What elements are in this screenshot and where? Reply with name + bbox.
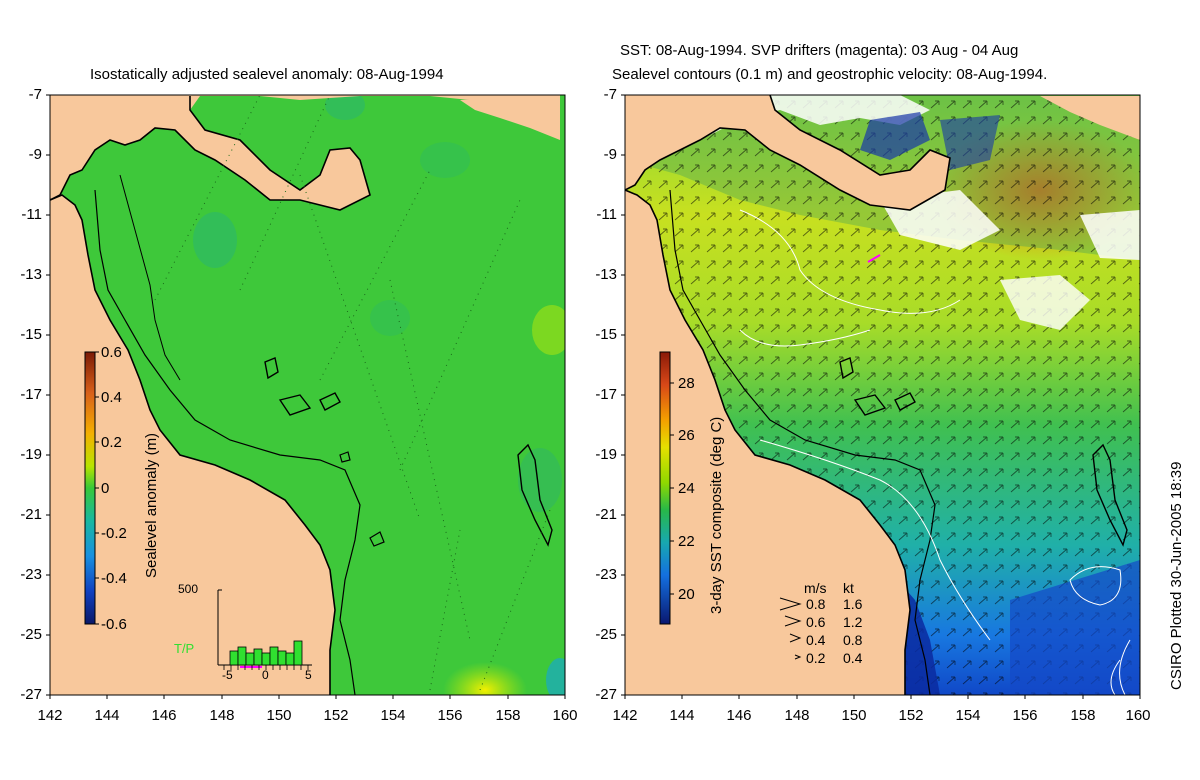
right-ytick: -17: [595, 386, 617, 403]
left-ytick: -13: [20, 266, 42, 283]
left-colorbar-tick: 0.4: [101, 389, 122, 406]
left-ytick: -7: [28, 86, 42, 103]
right-xtick: 160: [1125, 707, 1151, 724]
left-xtick: 154: [380, 707, 406, 724]
left-ytick: -27: [20, 686, 42, 703]
right-ytick: -19: [595, 446, 617, 463]
left-ytick: -21: [20, 506, 42, 523]
left-map: [50, 95, 565, 695]
left-xtick: 152: [323, 707, 349, 724]
left-colorbar-tick: 0.6: [101, 344, 122, 361]
left-xtick: 142: [37, 707, 63, 724]
right-map-title-line1: SST: 08-Aug-1994. SVP drifters (magenta)…: [620, 42, 1019, 59]
left-colorbar-tick: -0.6: [101, 616, 127, 633]
left-xtick: 150: [266, 707, 292, 724]
velocity-legend-ms: 0.4: [806, 632, 826, 648]
left-ytick: -19: [20, 446, 42, 463]
velocity-legend-kt: 0.8: [843, 632, 863, 648]
left-colorbar-tick: -0.2: [101, 525, 127, 542]
right-ytick: -7: [603, 86, 617, 103]
right-ytick: -15: [595, 326, 617, 343]
right-xtick: 156: [1012, 707, 1038, 724]
histogram-xtick: 5: [305, 668, 312, 682]
histogram-label: T/P: [174, 641, 195, 656]
right-colorbar-tick: 24: [678, 480, 695, 497]
velocity-legend-ms: 0.8: [806, 596, 826, 612]
left-ytick: -9: [28, 146, 42, 163]
plot-credit: CSIRO Plotted 30-Jun-2005 18:39: [1168, 461, 1185, 690]
right-ytick: -21: [595, 506, 617, 523]
right-map: [625, 95, 1140, 695]
velocity-legend-kt: 1.6: [843, 596, 863, 612]
right-ytick: -9: [603, 146, 617, 163]
right-ytick: -27: [595, 686, 617, 703]
right-colorbar-tick: 22: [678, 533, 695, 550]
left-colorbar-label: Sealevel anomaly (m): [143, 432, 160, 578]
left-ytick: -11: [21, 206, 42, 223]
right-ytick: -23: [595, 566, 617, 583]
right-ytick: -25: [595, 626, 617, 643]
left-xtick: 160: [552, 707, 578, 724]
left-xtick: 148: [209, 707, 235, 724]
right-axis-ticks: [621, 94, 1141, 699]
velocity-legend-kt: 1.2: [843, 614, 863, 630]
left-ytick: -15: [20, 326, 42, 343]
velocity-legend-arrows: [779, 597, 802, 660]
right-xtick: 152: [898, 707, 924, 724]
velocity-legend-header-kt: kt: [843, 580, 854, 596]
right-xtick: 146: [726, 707, 752, 724]
left-ytick: -23: [20, 566, 42, 583]
left-ytick: -17: [20, 386, 42, 403]
histogram-xtick: 0: [262, 668, 269, 682]
right-xtick: 158: [1070, 707, 1096, 724]
left-colorbar-tick: 0: [101, 480, 110, 497]
right-colorbar-tick: 20: [678, 586, 695, 603]
right-colorbar: [659, 351, 671, 625]
left-colorbar-tick: 0.2: [101, 434, 122, 451]
left-colorbar: [84, 351, 96, 625]
left-ytick: -25: [20, 626, 42, 643]
histogram-ymax: 500: [178, 582, 199, 596]
right-xtick: 148: [784, 707, 810, 724]
right-map-title-line2: Sealevel contours (0.1 m) and geostrophi…: [612, 66, 1048, 83]
right-colorbar-tick: 26: [678, 427, 695, 444]
left-xtick: 146: [151, 707, 177, 724]
right-xtick: 142: [612, 707, 638, 724]
velocity-legend-kt: 0.4: [843, 650, 863, 666]
tp-histogram: [217, 589, 312, 670]
right-xtick: 150: [841, 707, 867, 724]
left-map-title: Isostatically adjusted sealevel anomaly:…: [90, 66, 444, 83]
right-colorbar-label: 3-day SST composite (deg C): [708, 416, 725, 614]
right-xtick: 154: [955, 707, 981, 724]
right-colorbar-tick: 28: [678, 375, 695, 392]
velocity-legend-ms: 0.2: [806, 650, 826, 666]
left-xtick: 156: [437, 707, 463, 724]
right-ytick: -11: [596, 206, 617, 223]
left-axis-ticks: [46, 94, 566, 699]
left-xtick: 144: [94, 707, 120, 724]
right-xtick: 144: [669, 707, 695, 724]
histogram-xtick: -5: [222, 668, 233, 682]
velocity-legend-ms: 0.6: [806, 614, 826, 630]
velocity-legend-header-ms: m/s: [804, 580, 827, 596]
left-xtick: 158: [495, 707, 521, 724]
left-colorbar-tick: -0.4: [101, 570, 127, 587]
right-ytick: -13: [595, 266, 617, 283]
